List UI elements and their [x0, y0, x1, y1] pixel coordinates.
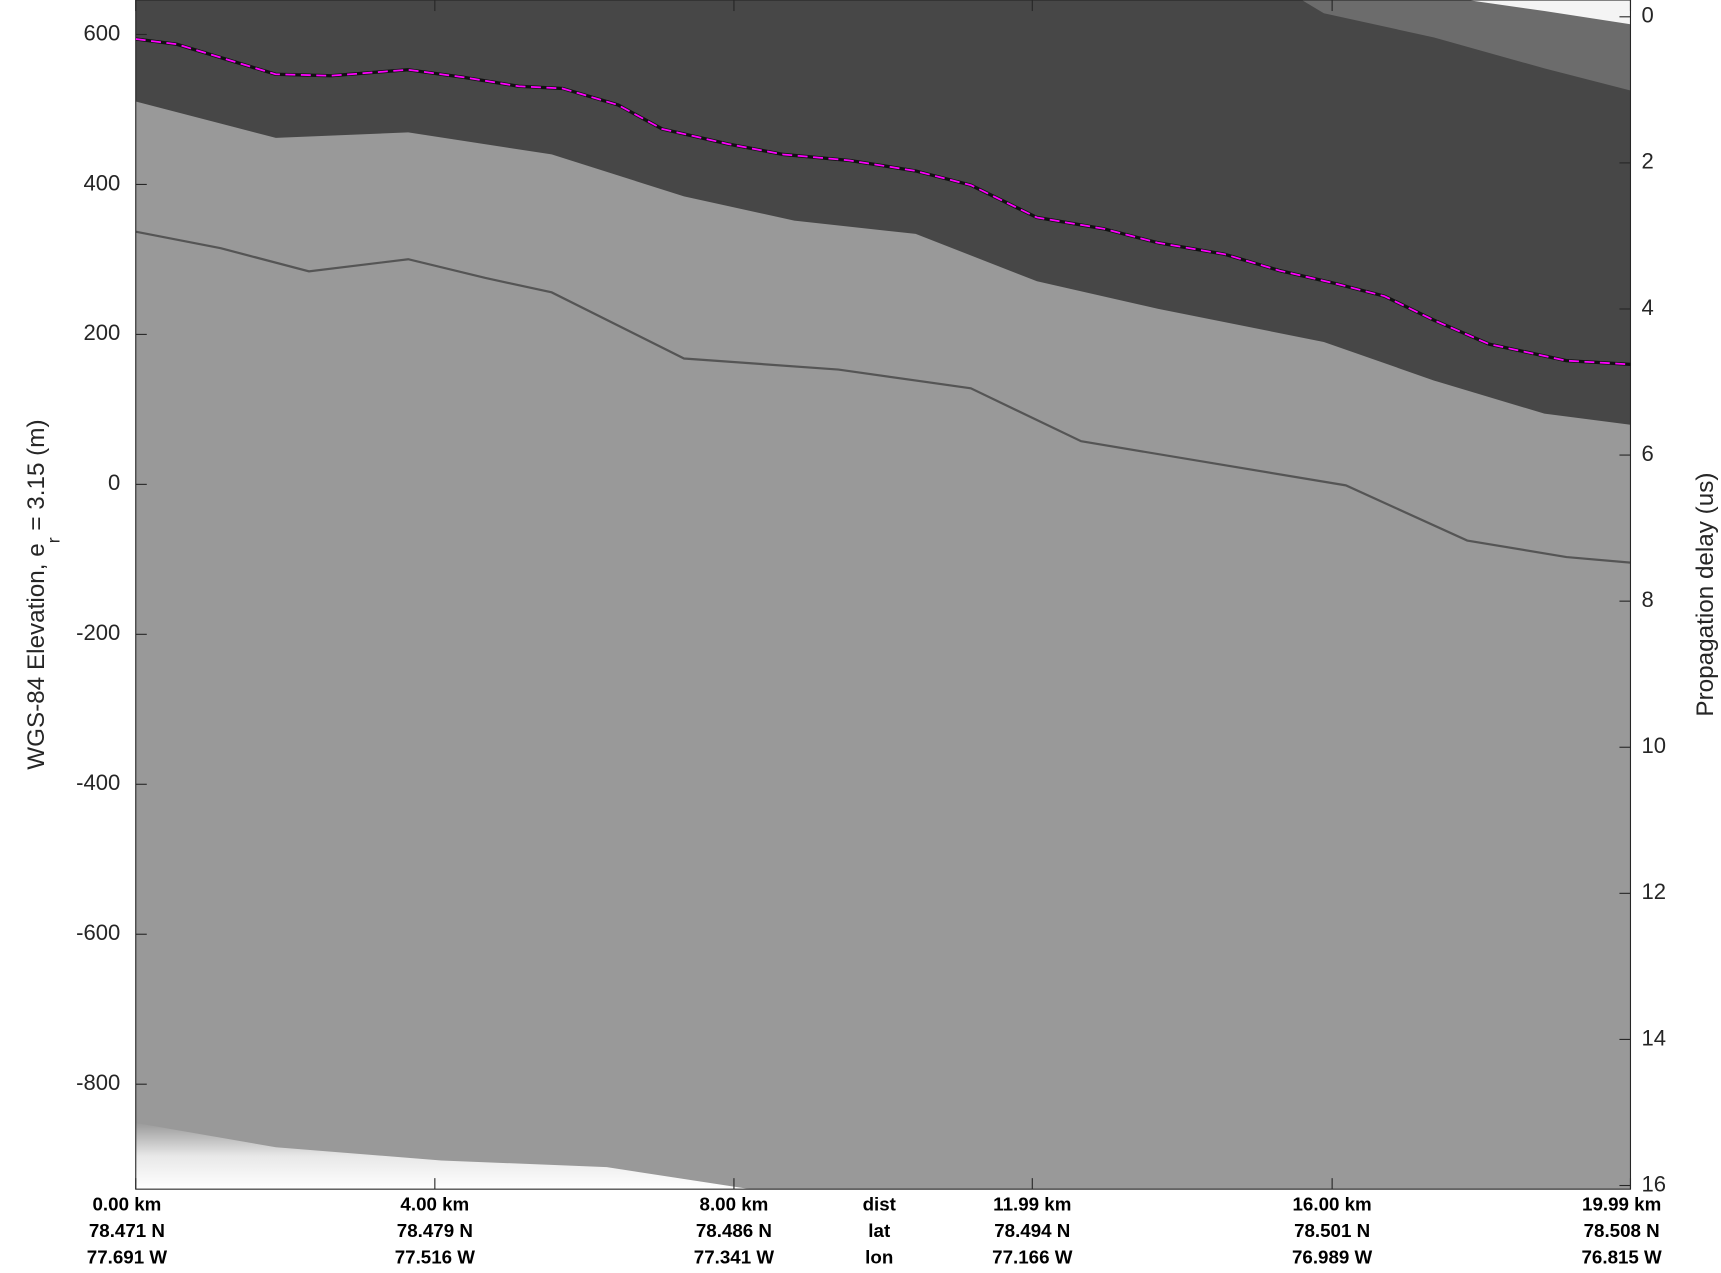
row-header: lat	[868, 1220, 891, 1241]
y2-axis-label: Propagation delay (us)	[1692, 473, 1719, 717]
bottom-fade	[135, 1122, 751, 1190]
x-tick-label: 19.99 km	[1582, 1194, 1661, 1215]
y-tick-label: 600	[84, 20, 121, 45]
y2-tick-label: 2	[1642, 149, 1654, 174]
top-band	[1301, 0, 1631, 91]
y-label-rest: = 3.15 (m)	[23, 419, 50, 537]
x-tick-label: 0.00 km	[93, 1194, 162, 1215]
y-axis-label: WGS-84 Elevation, er = 3.15 (m)	[23, 419, 63, 769]
x-tick-label: 11.99 km	[993, 1194, 1071, 1215]
lat-label: 78.486 N	[696, 1220, 772, 1241]
y2-tick-label: 16	[1642, 1171, 1667, 1196]
echogram	[135, 0, 1631, 1190]
y-tick-label: -800	[76, 1070, 120, 1095]
lat-label: 78.471 N	[89, 1220, 165, 1241]
lat-label: 78.479 N	[397, 1220, 473, 1241]
y-tick-label: 400	[84, 170, 121, 195]
lon-label: 77.691 W	[87, 1247, 168, 1268]
pick-group	[135, 37, 1631, 367]
y-tick-label: -400	[76, 770, 120, 795]
row-header: dist	[863, 1194, 897, 1215]
lat-label: 78.494 N	[994, 1220, 1070, 1241]
x-tick-label: 8.00 km	[700, 1194, 769, 1215]
lon-label: 77.516 W	[395, 1247, 476, 1268]
surface-pick	[135, 38, 1631, 366]
y2-tick-label: 0	[1642, 3, 1654, 28]
lon-label: 76.989 W	[1292, 1247, 1373, 1268]
y-label-sub: r	[44, 537, 64, 543]
y-tick-label: -600	[76, 920, 120, 945]
x-tick-label: 4.00 km	[400, 1194, 469, 1215]
y-tick-label: 0	[108, 470, 120, 495]
y2-tick-label: 6	[1642, 441, 1654, 466]
top-white	[1467, 0, 1631, 25]
row-header: lon	[865, 1247, 893, 1268]
lat-label: 78.501 N	[1294, 1220, 1370, 1241]
y-tick-label: -200	[76, 620, 120, 645]
lat-label: 78.508 N	[1584, 1220, 1660, 1241]
y2-tick-label: 12	[1642, 879, 1667, 904]
lon-label: 77.341 W	[694, 1247, 775, 1268]
y2-tick-label: 14	[1642, 1025, 1667, 1050]
ice-region	[135, 0, 1631, 425]
y2-tick-label: 10	[1642, 733, 1667, 758]
lon-label: 77.166 W	[992, 1247, 1073, 1268]
y-tick-label: 200	[84, 320, 121, 345]
y-label-main: WGS-84 Elevation, e	[23, 543, 50, 769]
y2-tick-label: 8	[1642, 587, 1654, 612]
x-tick-label: 16.00 km	[1293, 1194, 1372, 1215]
lon-label: 76.815 W	[1582, 1247, 1663, 1268]
plot-frame	[135, 0, 1632, 1190]
internal-layer	[135, 230, 1631, 564]
y2-tick-label: 4	[1642, 295, 1654, 320]
